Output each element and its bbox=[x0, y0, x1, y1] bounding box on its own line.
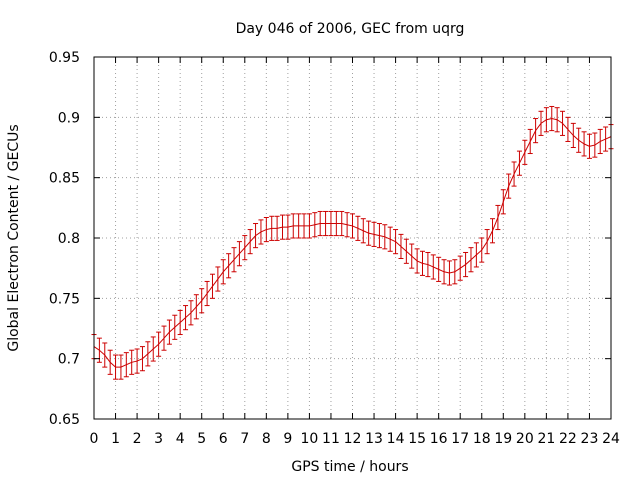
error-bars bbox=[91, 105, 614, 380]
x-tick-label: 23 bbox=[581, 431, 599, 447]
x-tick-label: 14 bbox=[387, 431, 405, 447]
x-tick-label: 13 bbox=[365, 431, 383, 447]
x-tick-label: 4 bbox=[176, 431, 185, 447]
y-tick-label: 0.9 bbox=[58, 110, 80, 126]
x-tick-label: 18 bbox=[473, 431, 491, 447]
axis-ticks bbox=[93, 56, 612, 420]
y-tick-label: 0.8 bbox=[58, 231, 80, 247]
x-tick-label: 10 bbox=[301, 431, 319, 447]
y-tick-label: 0.85 bbox=[49, 171, 80, 187]
x-tick-label: 6 bbox=[219, 431, 228, 447]
x-tick-label: 3 bbox=[154, 431, 163, 447]
y-tick-labels: 0.65 0.7 0.75 0.8 0.85 0.9 0.95 bbox=[49, 50, 80, 428]
chart-title: Day 046 of 2006, GEC from uqrg bbox=[236, 21, 465, 37]
y-tick-label: 0.95 bbox=[49, 50, 80, 66]
x-axis-label: GPS time / hours bbox=[291, 459, 408, 475]
x-tick-label: 19 bbox=[494, 431, 512, 447]
x-tick-label: 24 bbox=[602, 431, 620, 447]
y-tick-label: 0.7 bbox=[58, 352, 80, 368]
x-tick-label: 5 bbox=[197, 431, 206, 447]
x-tick-label: 1 bbox=[111, 431, 120, 447]
x-tick-label: 15 bbox=[408, 431, 426, 447]
y-axis-label: Global Electron Content / GECUs bbox=[6, 124, 22, 351]
x-tick-label: 7 bbox=[240, 431, 249, 447]
x-tick-label: 9 bbox=[283, 431, 292, 447]
x-tick-label: 16 bbox=[430, 431, 448, 447]
x-tick-label: 11 bbox=[322, 431, 340, 447]
x-tick-label: 22 bbox=[559, 431, 577, 447]
x-tick-label: 17 bbox=[451, 431, 469, 447]
y-tick-label: 0.65 bbox=[49, 412, 80, 428]
x-tick-label: 8 bbox=[262, 431, 271, 447]
x-tick-labels: 0 1 2 3 4 5 6 7 8 9 10 11 12 13 14 15 16 17 18 19 20 21 22 23 24 bbox=[90, 431, 620, 447]
x-tick-label: 12 bbox=[344, 431, 362, 447]
x-tick-label: 2 bbox=[133, 431, 142, 447]
x-tick-label: 21 bbox=[537, 431, 555, 447]
series-line bbox=[93, 118, 612, 368]
y-tick-label: 0.75 bbox=[49, 291, 80, 307]
x-tick-label: 0 bbox=[90, 431, 99, 447]
x-tick-label: 20 bbox=[516, 431, 534, 447]
